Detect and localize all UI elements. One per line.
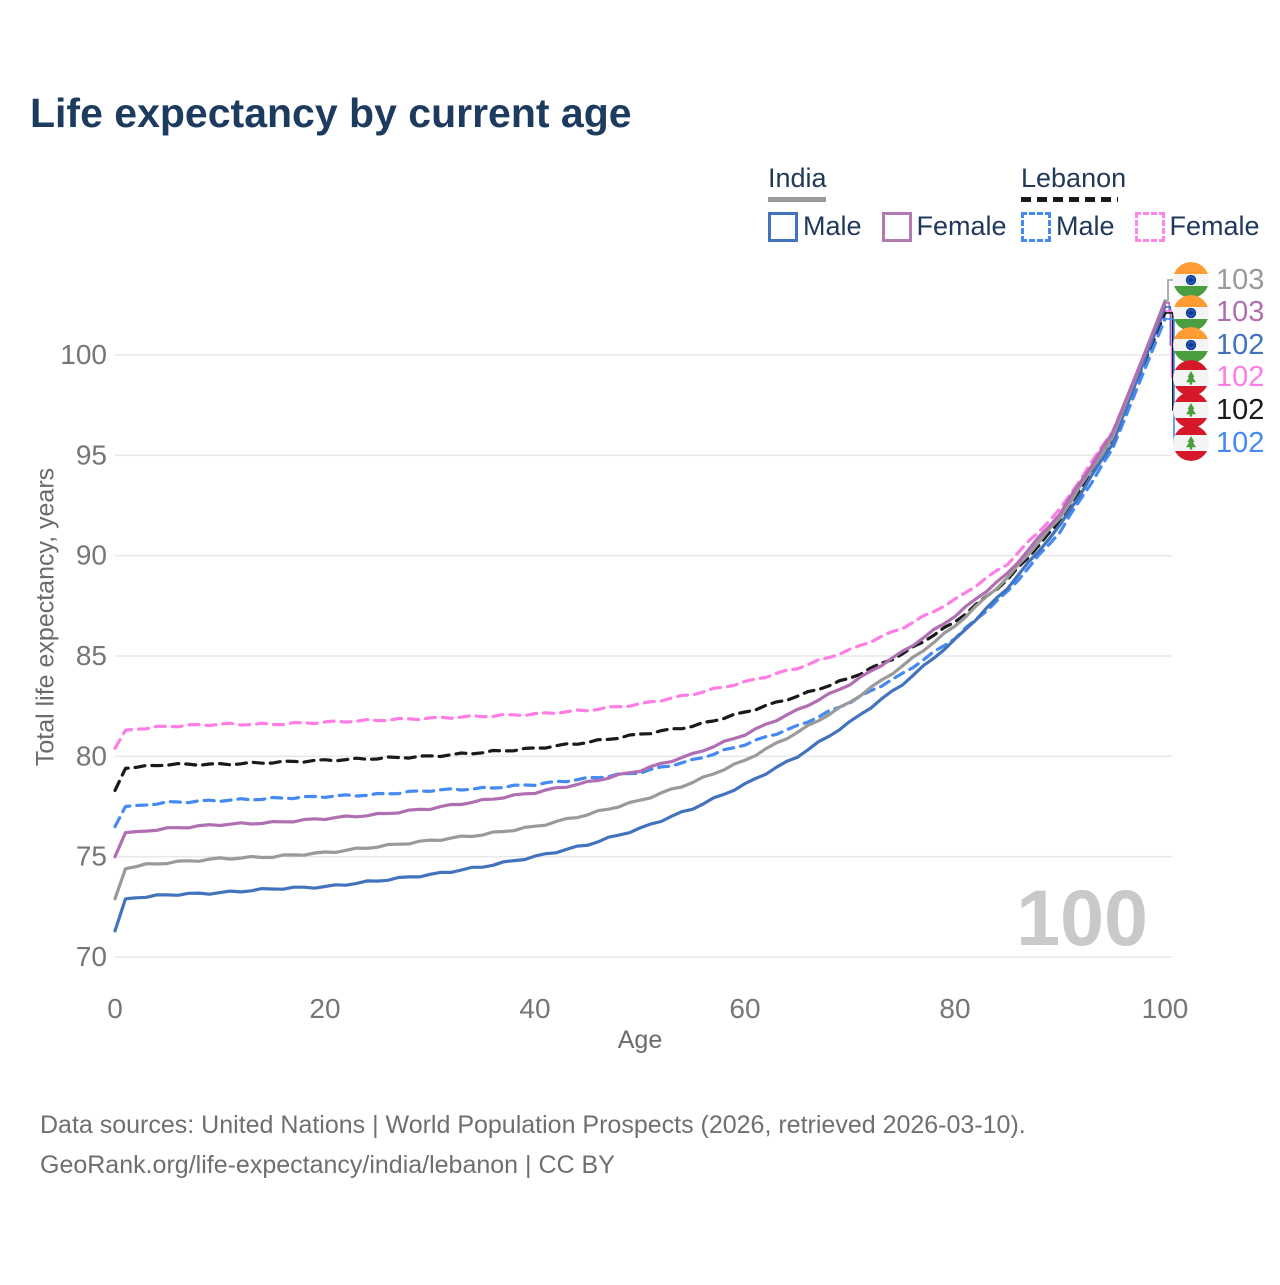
series-end-value: 102 — [1216, 426, 1265, 459]
legend-checkbox-icon[interactable] — [881, 211, 912, 242]
legend-item-label: Female — [1169, 211, 1260, 241]
y-axis-title: Total life expectancy, years — [31, 467, 60, 767]
india-flag-icon — [1173, 294, 1209, 331]
legend-group-india: India Male Female — [768, 163, 1027, 242]
y-tick-label: 85 — [76, 640, 107, 671]
series-end-value: 102 — [1216, 393, 1265, 426]
y-tick-label: 95 — [76, 439, 107, 470]
legend-item-label: Male — [803, 211, 862, 241]
legend-linestyle-sample — [768, 197, 826, 202]
legend-linestyle-sample — [1021, 197, 1118, 202]
legend-item-india-male[interactable]: Male — [768, 211, 862, 242]
age-watermark: 100 — [1016, 873, 1148, 962]
series-line-india-male — [113, 305, 1167, 933]
y-tick-label: 90 — [76, 540, 107, 571]
x-tick-label: 20 — [309, 993, 340, 1024]
legend-country-name: Lebanon — [1021, 163, 1127, 193]
series-end-value: 103 — [1216, 296, 1265, 328]
y-tick-label: 75 — [76, 841, 107, 872]
series-line-lebanon-male — [113, 317, 1167, 829]
series-end-value: 102 — [1216, 328, 1265, 361]
x-axis-title: Age — [617, 1026, 663, 1054]
series-line-lebanon-female — [113, 309, 1167, 750]
legend-checkbox-icon[interactable] — [1021, 211, 1051, 242]
legend-country-name: India — [768, 163, 827, 193]
india-flag-icon — [1173, 327, 1209, 363]
legend-item-lebanon-female[interactable]: Female — [1134, 211, 1260, 242]
series-end-value: 103 — [1216, 263, 1265, 296]
lebanon-flag-icon — [1173, 359, 1209, 396]
footer: Data sources: United Nations | World Pop… — [40, 1105, 1026, 1185]
y-tick-label: 70 — [76, 941, 107, 972]
legend-item-label: Female — [916, 211, 1007, 241]
y-tick-label: 100 — [60, 339, 107, 370]
legend-group-lebanon: Lebanon Male Female — [1021, 163, 1280, 242]
x-tick-label: 80 — [939, 993, 970, 1024]
india-flag-icon — [1173, 262, 1209, 298]
series-end-label: 102 — [1173, 425, 1264, 461]
lebanon-flag-icon — [1173, 425, 1209, 461]
series-line-lebanon-total — [113, 311, 1167, 792]
legend-item-india-female[interactable]: Female — [881, 211, 1007, 242]
legend-checkbox-icon[interactable] — [768, 211, 798, 242]
series-end-label: 102 — [1173, 392, 1264, 428]
legend-checkbox-icon[interactable] — [1134, 211, 1165, 242]
x-tick-label: 100 — [1142, 993, 1189, 1024]
series-end-label: 103 — [1173, 262, 1264, 298]
series-end-label: 103 — [1173, 294, 1265, 331]
legend-item-lebanon-male[interactable]: Male — [1021, 211, 1115, 242]
x-tick-label: 60 — [729, 993, 760, 1024]
legend-item-label: Male — [1056, 211, 1115, 241]
x-tick-label: 40 — [519, 993, 550, 1024]
series-end-value: 102 — [1216, 361, 1265, 393]
label-connector — [1165, 310, 1173, 379]
y-tick-label: 80 — [76, 740, 107, 771]
series-line-india-total — [113, 299, 1167, 901]
page-title: Life expectancy by current age — [30, 90, 632, 136]
series-line-india-female — [113, 301, 1167, 859]
footer-attribution: GeoRank.org/life-expectancy/india/lebano… — [40, 1151, 615, 1179]
lebanon-flag-icon — [1173, 392, 1209, 428]
series-end-label: 102 — [1173, 359, 1265, 396]
series-end-label: 102 — [1173, 327, 1264, 363]
x-tick-label: 0 — [107, 993, 123, 1024]
label-connector — [1165, 312, 1174, 411]
footer-data-sources: Data sources: United Nations | World Pop… — [40, 1111, 1026, 1139]
label-connector — [1165, 279, 1173, 302]
